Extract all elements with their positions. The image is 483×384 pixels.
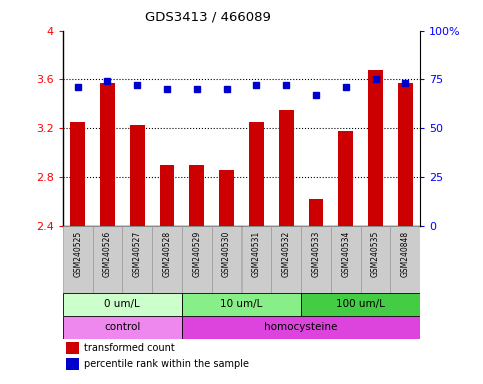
Text: control: control <box>104 323 141 333</box>
Bar <box>182 316 420 339</box>
Text: 10 um/L: 10 um/L <box>220 299 263 309</box>
Text: 100 um/L: 100 um/L <box>336 299 385 309</box>
Bar <box>338 131 353 226</box>
Text: percentile rank within the sample: percentile rank within the sample <box>84 359 249 369</box>
Text: GSM240526: GSM240526 <box>103 231 112 277</box>
Text: GSM240531: GSM240531 <box>252 231 261 277</box>
Bar <box>182 226 212 293</box>
Text: GSM240533: GSM240533 <box>312 231 320 277</box>
Bar <box>271 226 301 293</box>
Bar <box>398 83 413 226</box>
Bar <box>301 293 420 316</box>
Text: GSM240535: GSM240535 <box>371 231 380 277</box>
Text: GSM240530: GSM240530 <box>222 231 231 277</box>
Bar <box>219 170 234 226</box>
Text: transformed count: transformed count <box>84 343 175 353</box>
Bar <box>189 165 204 226</box>
Bar <box>242 226 271 293</box>
Text: GSM240532: GSM240532 <box>282 231 291 277</box>
Bar <box>249 122 264 226</box>
Bar <box>66 358 79 370</box>
Text: homocysteine: homocysteine <box>264 323 338 333</box>
Bar <box>122 226 152 293</box>
Bar <box>159 165 174 226</box>
Text: GSM240529: GSM240529 <box>192 231 201 277</box>
Bar <box>279 110 294 226</box>
Bar <box>63 293 182 316</box>
Bar <box>301 226 331 293</box>
Bar <box>361 226 390 293</box>
Bar <box>70 122 85 226</box>
Bar <box>152 226 182 293</box>
Bar <box>63 226 93 293</box>
Text: GSM240534: GSM240534 <box>341 231 350 277</box>
Bar <box>182 293 301 316</box>
Bar <box>368 70 383 226</box>
Bar <box>309 199 324 226</box>
Bar <box>130 124 145 226</box>
Text: GDS3413 / 466089: GDS3413 / 466089 <box>145 10 270 23</box>
Text: GSM240527: GSM240527 <box>133 231 142 277</box>
Text: 0 um/L: 0 um/L <box>104 299 140 309</box>
Bar <box>66 342 79 354</box>
Text: GSM240525: GSM240525 <box>73 231 82 277</box>
Bar <box>390 226 420 293</box>
Bar <box>93 226 122 293</box>
Bar <box>63 316 182 339</box>
Text: GSM240848: GSM240848 <box>401 231 410 277</box>
Bar <box>100 83 115 226</box>
Bar <box>331 226 361 293</box>
Text: GSM240528: GSM240528 <box>163 231 171 277</box>
Bar <box>212 226 242 293</box>
